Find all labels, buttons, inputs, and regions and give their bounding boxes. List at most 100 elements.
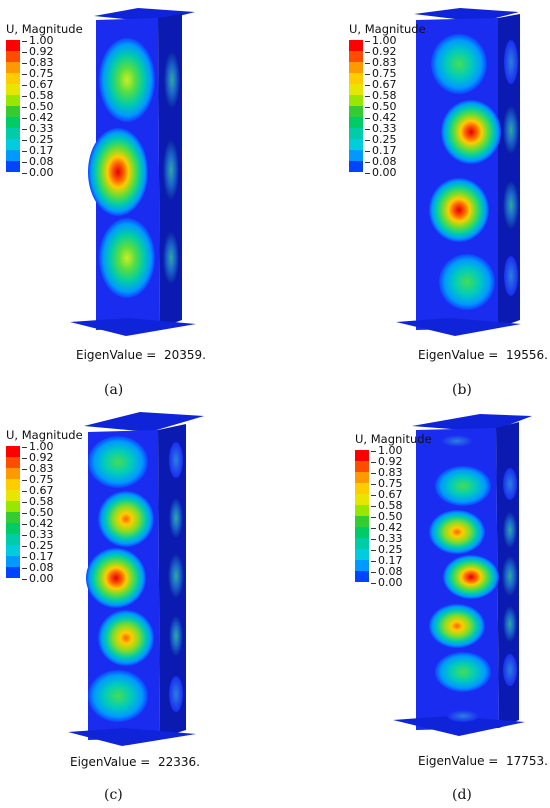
legend-color-segment: [349, 51, 363, 62]
legend-tick-label: 0.00: [371, 577, 403, 588]
legend-tick-label: 0.42: [22, 518, 54, 529]
legend-tick-label: 0.83: [365, 57, 397, 68]
legend-tick-label: 0.83: [22, 57, 54, 68]
legend-tick-label: 1.00: [22, 35, 54, 46]
legend-labels: 1.00 0.92 0.83 0.75 0.67 0.58 0.50 0.42 0.33 0.25…: [365, 35, 397, 178]
bottom-flange: [396, 318, 521, 336]
side-wave: [503, 181, 519, 229]
legend-color-segment: [355, 516, 369, 527]
legend-color-segment: [6, 128, 20, 139]
buckle-wave: [86, 548, 146, 608]
eigenvalue-readout: EigenValue = 19556.: [418, 348, 548, 362]
legend-color-segment: [6, 523, 20, 534]
buckle-wave: [429, 604, 485, 648]
legend-color-segment: [349, 150, 363, 161]
legend-tick-label: 0.67: [365, 79, 397, 90]
buckle-wave: [98, 491, 154, 547]
buckle-wave: [431, 34, 487, 94]
eigenvalue-value: 22336.: [157, 755, 200, 769]
eigenvalue-readout: EigenValue = 17753.: [418, 754, 548, 768]
legend-tick-label: 0.33: [22, 123, 54, 134]
legend-color-segment: [6, 150, 20, 161]
legend-color-segment: [6, 51, 20, 62]
legend-color-segment: [6, 501, 20, 512]
side-wave: [503, 106, 519, 154]
buckle-wave: [439, 254, 495, 310]
caption-a: (a): [104, 382, 124, 398]
legend-title: U, Magnitude: [355, 432, 432, 446]
eigenvalue-label: EigenValue =: [418, 754, 499, 768]
legend-color-segment: [355, 505, 369, 516]
top-flange: [412, 414, 532, 432]
panel-a: U, Magnitude 1.00 0.92 0.83 0.75 0.67 0.58 0.5…: [0, 0, 275, 404]
legend-color-segment: [355, 538, 369, 549]
legend-tick-label: 0.00: [22, 573, 54, 584]
side-wave: [169, 442, 183, 478]
legend-color-segment: [355, 450, 369, 461]
side-wave: [168, 554, 184, 598]
side-wave: [504, 256, 518, 296]
column-side-face: [498, 14, 520, 328]
legend-tick-label: 0.83: [371, 467, 403, 478]
side-wave: [503, 512, 517, 548]
legend-tick-label: 0.75: [22, 68, 54, 79]
legend-tick-label: 0.58: [365, 90, 397, 101]
legend-color-segment: [6, 512, 20, 523]
buckle-wave: [429, 178, 489, 242]
legend-tick-label: 0.58: [22, 90, 54, 101]
eigenvalue-readout: EigenValue = 22336.: [70, 755, 200, 769]
legend-labels: 1.00 0.92 0.83 0.75 0.67 0.58 0.50 0.42 0.33 0.25…: [22, 441, 54, 584]
legend-color-segment: [349, 73, 363, 84]
side-wave: [169, 676, 183, 712]
legend-tick-label: 0.92: [371, 456, 403, 467]
eigenvalue-label: EigenValue =: [70, 755, 151, 769]
legend-tick-label: 0.33: [22, 529, 54, 540]
legend-color-segment: [349, 161, 363, 172]
buckle-wave: [88, 128, 148, 216]
bottom-flange: [393, 716, 525, 736]
bottom-flange: [70, 318, 196, 336]
legend-tick-label: 0.92: [22, 452, 54, 463]
legend-color-segment: [6, 161, 20, 172]
legend-color-segment: [349, 95, 363, 106]
legend-tick-label: 0.42: [22, 112, 54, 123]
legend-color-segment: [6, 556, 20, 567]
legend-color-segment: [349, 117, 363, 128]
legend-color-segment: [355, 472, 369, 483]
legend-tick-label: 0.75: [371, 478, 403, 489]
legend-color-segment: [6, 468, 20, 479]
legend-tick-label: 0.75: [22, 474, 54, 485]
legend-color-segment: [349, 128, 363, 139]
side-wave: [163, 232, 179, 284]
column-front-face: [416, 18, 498, 330]
legend-tick-label: 0.67: [371, 489, 403, 500]
legend-color-segment: [6, 139, 20, 150]
legend-tick-label: 0.58: [22, 496, 54, 507]
legend-tick-label: 1.00: [371, 445, 403, 456]
legend-tick-label: 0.50: [365, 101, 397, 112]
eigenvalue-label: EigenValue =: [418, 348, 499, 362]
eigenvalue-value: 17753.: [505, 754, 548, 768]
legend-color-segment: [6, 40, 20, 51]
legend-tick-label: 0.25: [365, 134, 397, 145]
legend-tick-label: 0.33: [365, 123, 397, 134]
legend-tick-label: 0.50: [22, 101, 54, 112]
side-wave: [503, 468, 517, 500]
legend-tick-label: 0.08: [22, 156, 54, 167]
column-model-b: [396, 8, 521, 336]
legend-title: U, Magnitude: [6, 428, 83, 442]
side-wave: [163, 140, 179, 200]
side-wave: [164, 52, 180, 108]
legend-color-segment: [6, 490, 20, 501]
legend-color-segment: [349, 106, 363, 117]
buckle-wave: [99, 38, 155, 122]
legend-labels: 1.00 0.92 0.83 0.75 0.67 0.58 0.50 0.42 0.33 0.25…: [22, 35, 54, 178]
buckle-wave: [435, 466, 491, 506]
legend-title: U, Magnitude: [349, 22, 426, 36]
legend-color-bar: [6, 40, 20, 172]
side-wave: [503, 606, 517, 642]
column-model-a: [70, 8, 196, 336]
legend-tick-label: 0.25: [22, 134, 54, 145]
legend-color-segment: [349, 62, 363, 73]
legend-tick-label: 0.17: [365, 145, 397, 156]
